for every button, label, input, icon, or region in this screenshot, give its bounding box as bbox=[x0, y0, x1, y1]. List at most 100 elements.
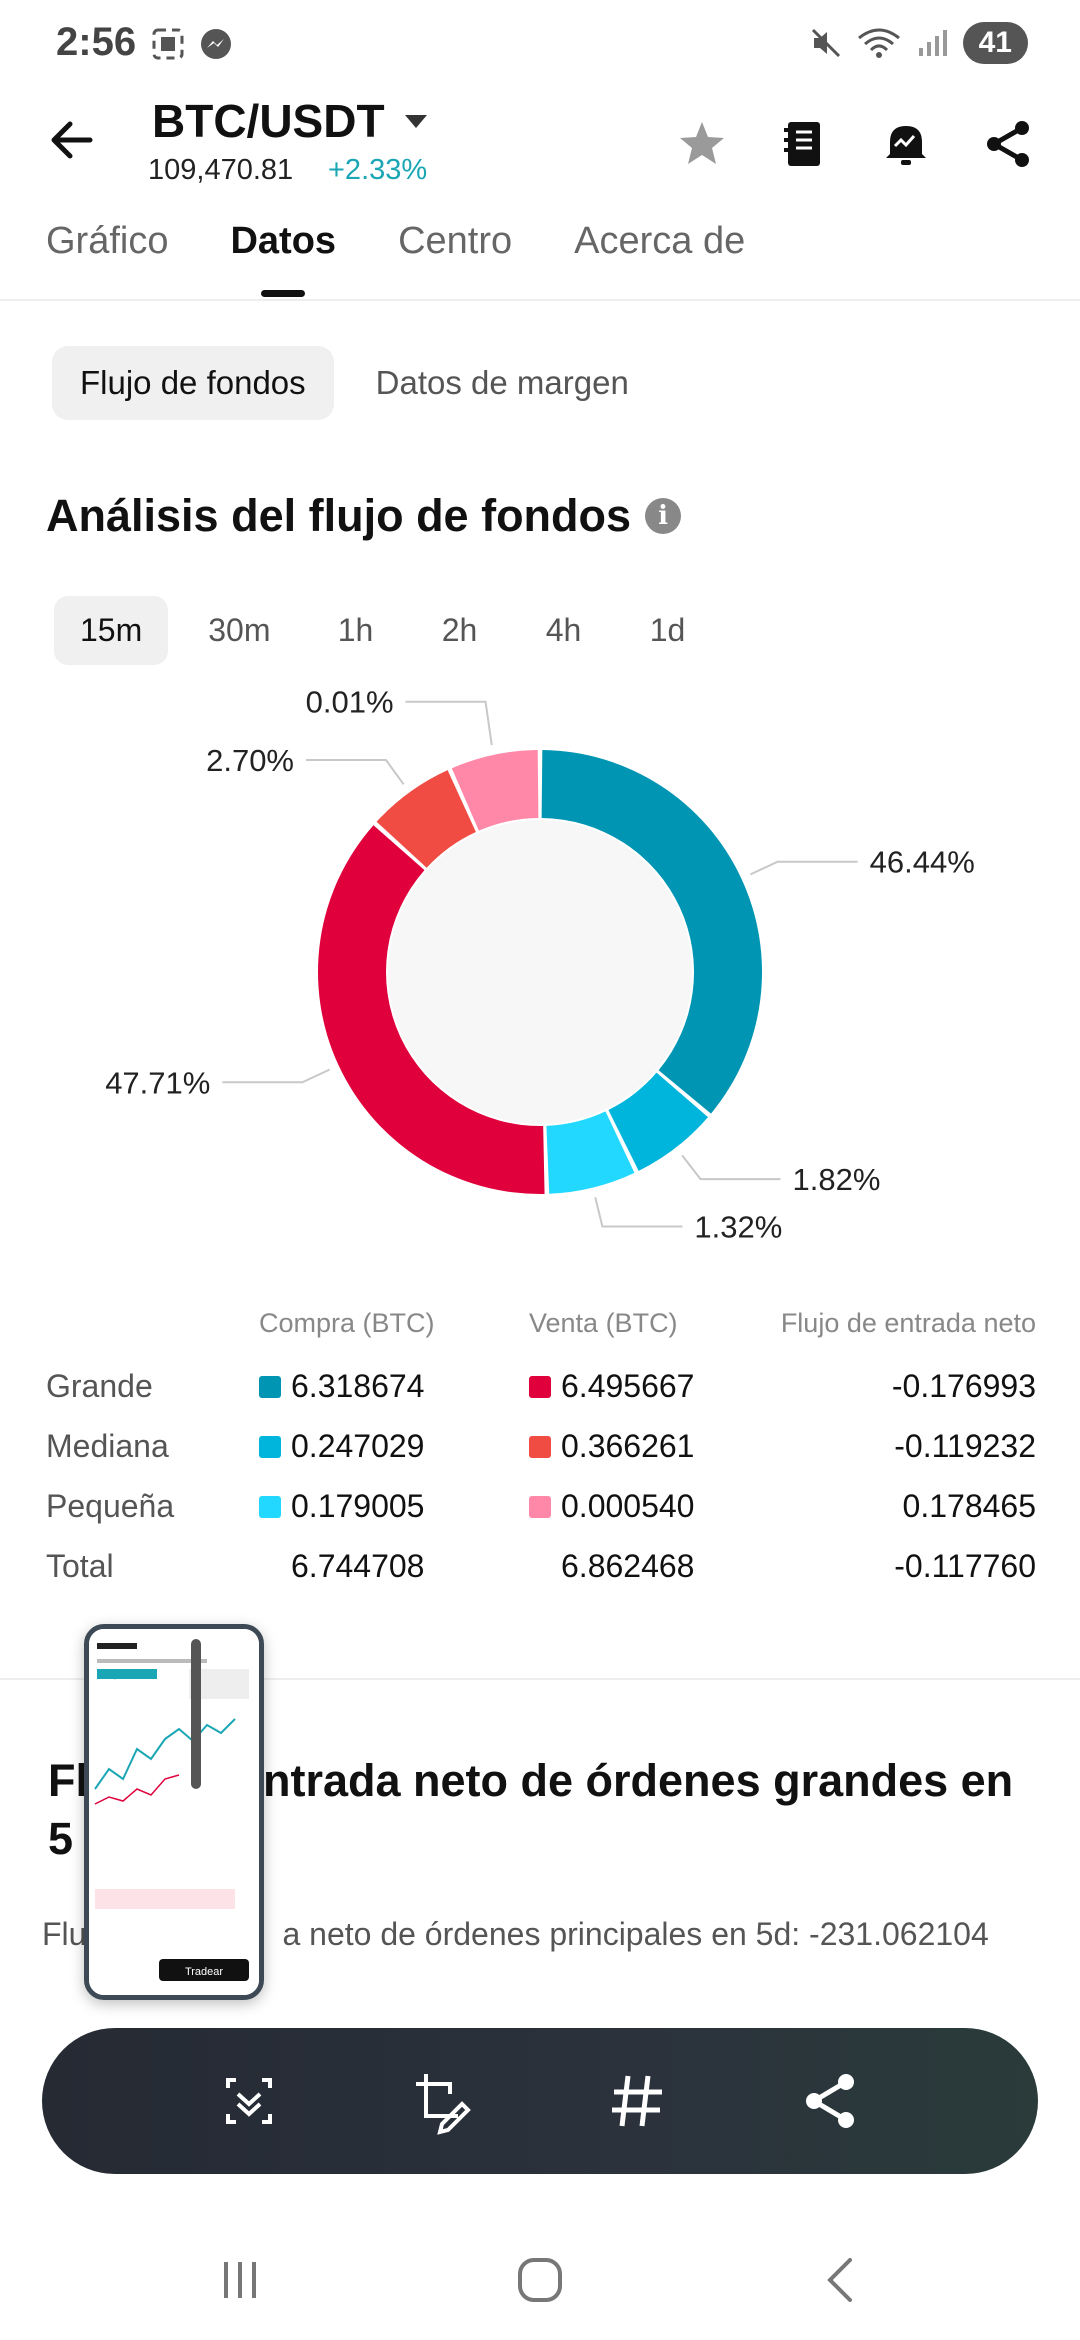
slice-label: 1.82% bbox=[793, 1162, 881, 1197]
scroll-capture-icon[interactable] bbox=[214, 2066, 284, 2136]
range-1d[interactable]: 1d bbox=[649, 612, 686, 648]
large-orders-summary-right: a neto de órdenes principales en 5d: -23… bbox=[282, 1916, 989, 1952]
header-buy: Compra (BTC) bbox=[259, 1308, 435, 1338]
net-value: -0.176993 bbox=[891, 1368, 1036, 1404]
status-system-icons: 41 bbox=[809, 22, 1028, 64]
tabs-divider bbox=[0, 299, 1080, 301]
sell-swatch bbox=[529, 1435, 551, 1458]
sell-cell: 0.000540 bbox=[529, 1488, 694, 1525]
slice-label: 46.44% bbox=[870, 845, 975, 880]
sell-swatch bbox=[529, 1375, 551, 1398]
sell-value: 0.366261 bbox=[561, 1428, 695, 1464]
toolbar-share-icon[interactable] bbox=[796, 2066, 866, 2136]
net-value: 0.178465 bbox=[902, 1488, 1036, 1524]
pair-price: 109,470.81 bbox=[148, 154, 294, 186]
slice-leader-line bbox=[681, 1154, 781, 1181]
sub-tabs: Flujo de fondos Datos de margen bbox=[52, 346, 657, 420]
time-range-selector: 15m 30m 1h 2h 4h 1d bbox=[54, 596, 713, 665]
main-tabs: Gráfico Datos Centro Acerca de bbox=[46, 220, 745, 300]
slice-leader-line bbox=[405, 700, 493, 746]
header-sell: Venta (BTC) bbox=[529, 1308, 678, 1338]
price-alert-icon[interactable] bbox=[876, 114, 936, 174]
large-orders-summary: Flu a neto de órdenes principales en 5d: … bbox=[42, 1916, 989, 1953]
buy-swatch bbox=[259, 1435, 281, 1458]
notebook-icon[interactable] bbox=[774, 114, 834, 174]
header-net: Flujo de entrada neto bbox=[780, 1308, 1036, 1338]
donut-slice bbox=[546, 1111, 635, 1194]
large-orders-title-right: ntrada neto de órdenes grandes en bbox=[263, 1755, 1014, 1806]
row-label: Mediana bbox=[46, 1428, 169, 1464]
table-row: Mediana 0.247029 0.366261 -0.119232 bbox=[46, 1428, 1036, 1488]
table-row: Grande 6.318674 6.495667 -0.176993 bbox=[46, 1368, 1036, 1428]
nav-back-icon[interactable] bbox=[812, 2250, 872, 2310]
donut-slice bbox=[451, 750, 539, 831]
signal-icon bbox=[918, 30, 947, 56]
thumbnail-price: 109,470.82 bbox=[97, 1670, 147, 1681]
slice-leader-line bbox=[222, 1068, 330, 1084]
buy-value: 0.247029 bbox=[291, 1428, 425, 1464]
slice-label: 2.70% bbox=[206, 743, 294, 778]
messenger-icon bbox=[201, 29, 231, 59]
section-divider bbox=[0, 1678, 1080, 1680]
tab-datos[interactable]: Datos bbox=[230, 220, 336, 300]
row-label: Grande bbox=[46, 1368, 153, 1404]
sell-cell: 0.366261 bbox=[529, 1428, 694, 1465]
slice-label: 47.71% bbox=[105, 1065, 210, 1100]
pair-selector[interactable]: BTC/USDT bbox=[152, 94, 427, 148]
subtab-flujo-de-fondos[interactable]: Flujo de fondos bbox=[52, 346, 334, 420]
slice-label: 1.32% bbox=[694, 1209, 782, 1244]
tab-centro[interactable]: Centro bbox=[398, 220, 513, 262]
share-icon[interactable] bbox=[978, 114, 1038, 174]
pair-change: +2.33% bbox=[328, 154, 428, 186]
row-label: Pequeña bbox=[46, 1488, 175, 1524]
hashtag-icon[interactable] bbox=[602, 2066, 672, 2136]
buy-cell: 0.247029 bbox=[259, 1428, 424, 1465]
buy-swatch bbox=[259, 1375, 281, 1398]
crop-edit-icon[interactable] bbox=[408, 2066, 478, 2136]
screenshot-toolbar bbox=[42, 2028, 1038, 2174]
range-15m[interactable]: 15m bbox=[54, 596, 169, 665]
range-30m[interactable]: 30m bbox=[208, 612, 271, 648]
net-value: -0.119232 bbox=[894, 1428, 1036, 1464]
header: BTC/USDT 109,470.81 +2.33% bbox=[0, 88, 1080, 198]
mute-icon bbox=[811, 28, 840, 58]
status-notification-icons bbox=[150, 26, 234, 62]
range-2h[interactable]: 2h bbox=[441, 612, 478, 648]
wifi-icon bbox=[857, 28, 900, 58]
slice-leader-line bbox=[306, 759, 405, 785]
buy-cell: 6.318674 bbox=[259, 1368, 424, 1405]
donut-slice bbox=[317, 825, 545, 1194]
thumbnail-preview-image: Tradear 109,470.82 bbox=[89, 1629, 259, 1995]
thumbnail-trade-button: Tradear bbox=[185, 1966, 223, 1978]
screenshot-thumbnail[interactable]: Tradear 109,470.82 bbox=[84, 1624, 264, 2000]
net-total: -0.117760 bbox=[894, 1548, 1036, 1584]
sell-total: 6.862468 bbox=[561, 1548, 695, 1584]
slice-label: 0.01% bbox=[306, 685, 394, 720]
info-icon[interactable]: i bbox=[645, 498, 682, 534]
tab-acerca-de[interactable]: Acerca de bbox=[574, 220, 746, 262]
home-icon[interactable] bbox=[510, 2250, 570, 2310]
donut-hole bbox=[388, 820, 692, 1124]
table-row: Pequeña 0.179005 0.000540 0.178465 bbox=[46, 1488, 1036, 1548]
row-label: Total bbox=[46, 1548, 114, 1584]
caret-down-icon bbox=[404, 114, 427, 128]
buy-swatch bbox=[259, 1495, 281, 1518]
tab-grafico[interactable]: Gráfico bbox=[46, 220, 169, 262]
recent-apps-icon[interactable] bbox=[210, 2250, 270, 2310]
back-arrow-icon[interactable] bbox=[44, 112, 100, 168]
section-title-text: Análisis del flujo de fondos bbox=[46, 490, 632, 541]
donut-slice bbox=[608, 1072, 709, 1171]
large-orders-summary-left: Flu bbox=[42, 1916, 87, 1952]
table-row-total: Total 6.744708 6.862468 -0.117760 bbox=[46, 1548, 1036, 1608]
sell-value: 0.000540 bbox=[561, 1488, 695, 1524]
buy-value: 6.318674 bbox=[291, 1368, 425, 1404]
subtab-datos-de-margen[interactable]: Datos de margen bbox=[375, 364, 629, 401]
buy-total: 6.744708 bbox=[291, 1548, 425, 1584]
sell-value: 6.495667 bbox=[561, 1368, 695, 1404]
range-4h[interactable]: 4h bbox=[545, 612, 582, 648]
donut-slice bbox=[376, 770, 476, 868]
sell-swatch bbox=[529, 1495, 551, 1518]
star-icon[interactable] bbox=[672, 114, 732, 174]
sell-cell: 6.495667 bbox=[529, 1368, 694, 1405]
range-1h[interactable]: 1h bbox=[337, 612, 374, 648]
